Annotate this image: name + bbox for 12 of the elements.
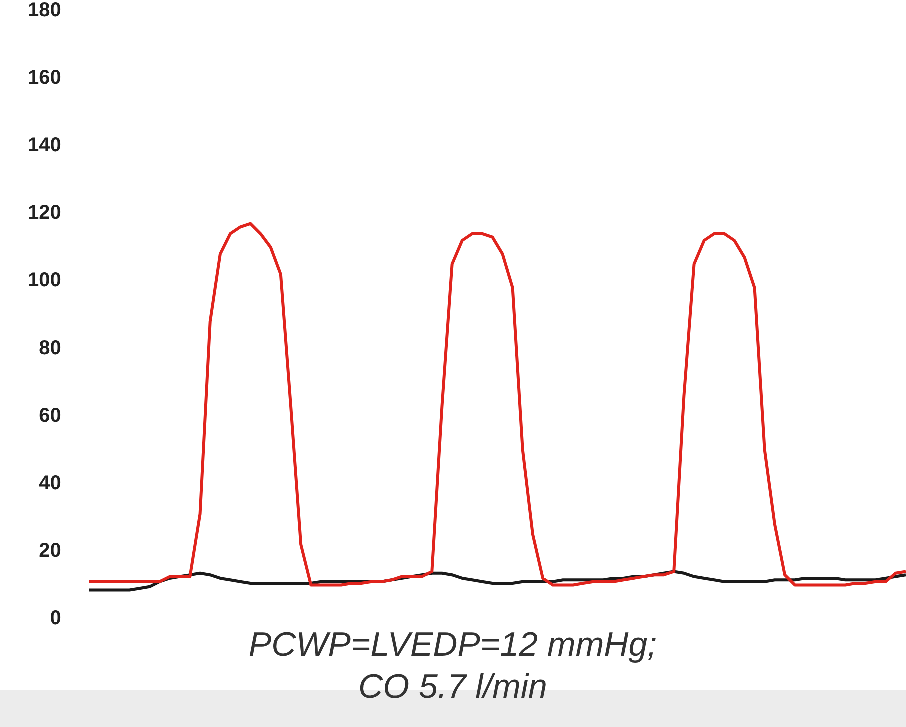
y-tick-label: 20 [39, 540, 62, 562]
y-tick-label: 160 [28, 67, 62, 90]
y-tick-label: 140 [28, 134, 62, 157]
y-tick-label: 100 [28, 270, 62, 292]
text: PCWP=LVEDP=12 mmHg; [248, 626, 658, 664]
y-tick-label: 120 [28, 202, 62, 224]
y-tick-label: 80 [39, 337, 62, 360]
y-tick-label: 180 [28, 0, 62, 22]
y-tick-label: 0 [50, 608, 62, 630]
y-tick-label: 40 [39, 472, 62, 494]
text: CO 5.7 l/min [358, 667, 548, 708]
y-tick-label: 60 [39, 404, 62, 427]
